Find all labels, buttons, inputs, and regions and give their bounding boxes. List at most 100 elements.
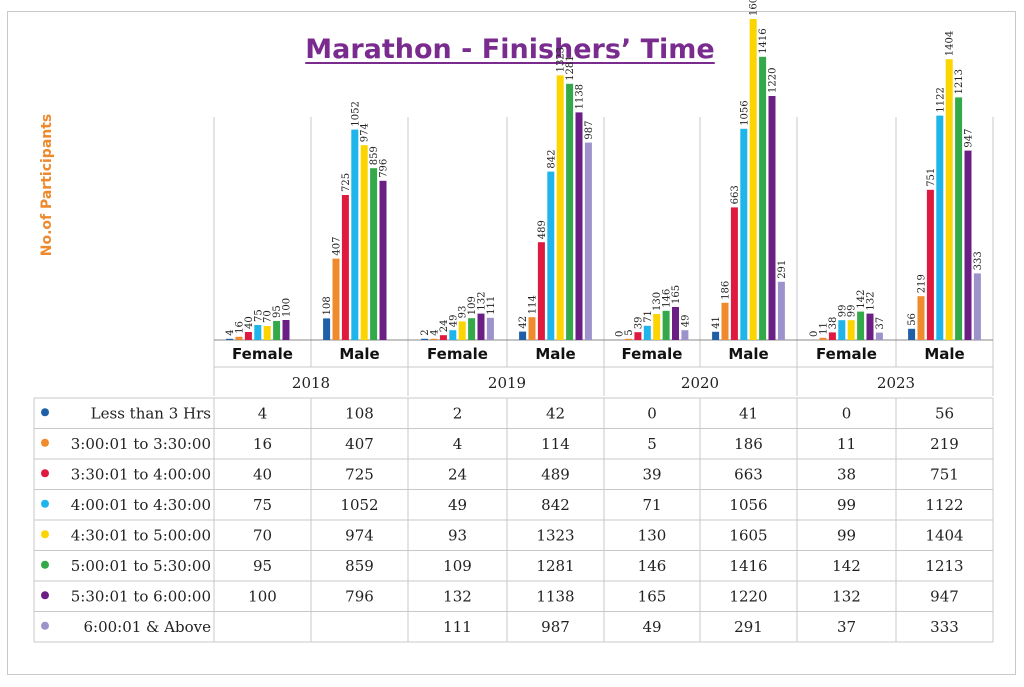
bar <box>740 128 748 340</box>
table-cell: 859 <box>345 557 374 575</box>
bar-value-label: 796 <box>379 159 390 178</box>
table-cell: 111 <box>443 618 472 636</box>
bar <box>777 281 785 340</box>
bar-value-label: 2 <box>420 329 431 335</box>
bar <box>917 296 925 340</box>
table-cell: 11 <box>837 435 856 453</box>
table-cell: 75 <box>253 496 272 514</box>
bar-value-label: 1122 <box>935 87 946 112</box>
bar <box>875 332 883 340</box>
table-cell: 663 <box>734 465 763 483</box>
bar-value-label: 751 <box>926 168 937 187</box>
bar <box>547 171 555 340</box>
bar-value-label: 0 <box>809 331 820 337</box>
table-cell: 132 <box>443 587 472 605</box>
table-cell: 42 <box>546 404 565 422</box>
bar-value-label: 974 <box>360 123 371 142</box>
legend-marker <box>41 621 49 630</box>
bar-value-label: 49 <box>448 314 459 327</box>
bar-value-label: 111 <box>486 296 497 315</box>
bar <box>449 330 457 340</box>
bar <box>360 145 368 340</box>
table-cell: 796 <box>345 587 374 605</box>
year-label: 2023 <box>877 374 915 392</box>
bar-value-label: 1056 <box>739 100 750 125</box>
bar-value-label: 75 <box>253 309 264 322</box>
bar <box>730 207 738 340</box>
bar <box>486 317 494 340</box>
table-cell: 37 <box>837 618 856 636</box>
legend-marker <box>41 408 49 417</box>
table-cell: 95 <box>253 557 272 575</box>
bar <box>351 129 359 340</box>
table-cell: 987 <box>541 618 570 636</box>
bar <box>273 321 281 340</box>
legend-marker <box>41 499 49 508</box>
bar-value-label: 725 <box>341 173 352 192</box>
bar-value-label: 130 <box>652 292 663 311</box>
year-label: 2019 <box>488 374 526 392</box>
bar-value-label: 132 <box>477 292 488 311</box>
table-cell: 108 <box>345 404 374 422</box>
table-cell: 70 <box>253 526 272 544</box>
bar <box>584 142 592 340</box>
table-cell: 5 <box>647 435 657 453</box>
bar-value-label: 41 <box>711 316 722 329</box>
table-cell: 39 <box>642 465 661 483</box>
table-cell: 2 <box>453 404 463 422</box>
bar <box>759 56 767 341</box>
bar <box>857 311 865 340</box>
table-cell: 49 <box>642 618 661 636</box>
table-cell: 0 <box>647 404 657 422</box>
year-label: 2020 <box>681 374 719 392</box>
gender-label: Female <box>427 345 488 363</box>
bar-value-label: 947 <box>964 129 975 148</box>
table-cell: 4 <box>258 404 268 422</box>
table-cell: 142 <box>832 557 861 575</box>
table-cell: 99 <box>837 526 856 544</box>
bar <box>458 321 466 340</box>
bar-value-label: 132 <box>866 292 877 311</box>
bar-value-label: 99 <box>837 304 848 317</box>
table-cell: 24 <box>448 465 467 483</box>
bar <box>226 338 234 340</box>
bar <box>643 325 651 340</box>
gender-label: Female <box>816 345 877 363</box>
legend-marker <box>41 438 49 447</box>
table-cell: 1122 <box>925 496 963 514</box>
table-cell: 407 <box>345 435 374 453</box>
table-cell: 146 <box>638 557 667 575</box>
bar-value-label: 93 <box>458 306 469 319</box>
bar <box>634 332 642 340</box>
legend-marker <box>41 591 49 600</box>
bar-value-label: 37 <box>875 317 886 330</box>
bar <box>936 115 944 340</box>
table-cell: 38 <box>837 465 856 483</box>
bar-value-label: 1213 <box>954 69 965 94</box>
bar <box>819 337 827 340</box>
bar-value-label: 108 <box>322 296 333 315</box>
legend-marker <box>41 560 49 569</box>
bar <box>528 317 536 340</box>
bar <box>341 195 349 340</box>
gender-label: Male <box>728 345 768 363</box>
table-cell: 291 <box>734 618 763 636</box>
table-cell: 333 <box>930 618 959 636</box>
table-cell: 40 <box>253 465 272 483</box>
bar <box>866 313 874 340</box>
gender-label: Female <box>622 345 683 363</box>
bar-value-label: 5 <box>624 329 635 335</box>
bar <box>566 83 574 341</box>
bar-value-label: 0 <box>615 331 626 337</box>
table-cell: 71 <box>642 496 661 514</box>
table-cell: 0 <box>842 404 852 422</box>
bar <box>263 326 271 340</box>
legend-label: 4:00:01 to 4:30:00 <box>71 496 211 514</box>
bar-value-label: 114 <box>528 295 539 314</box>
bar-value-label: 42 <box>518 316 529 329</box>
bar-value-label: 4 <box>430 329 441 335</box>
bar <box>439 335 447 340</box>
legend-marker <box>41 530 49 539</box>
legend-label: 3:00:01 to 3:30:00 <box>71 435 211 453</box>
table-cell: 165 <box>638 587 667 605</box>
